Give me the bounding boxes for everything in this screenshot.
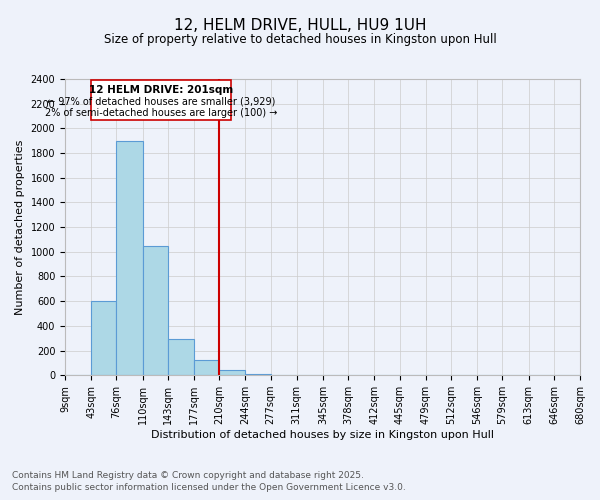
- Bar: [245, 374, 271, 375]
- Y-axis label: Number of detached properties: Number of detached properties: [15, 140, 25, 315]
- Text: Size of property relative to detached houses in Kingston upon Hull: Size of property relative to detached ho…: [104, 32, 496, 46]
- Text: Contains public sector information licensed under the Open Government Licence v3: Contains public sector information licen…: [12, 484, 406, 492]
- Text: Contains HM Land Registry data © Crown copyright and database right 2025.: Contains HM Land Registry data © Crown c…: [12, 471, 364, 480]
- Bar: [194, 360, 219, 375]
- Bar: [219, 370, 245, 375]
- Text: ← 97% of detached houses are smaller (3,929): ← 97% of detached houses are smaller (3,…: [47, 96, 275, 106]
- Text: 12 HELM DRIVE: 201sqm: 12 HELM DRIVE: 201sqm: [89, 85, 233, 95]
- Bar: [91, 301, 116, 375]
- Bar: [168, 340, 194, 375]
- X-axis label: Distribution of detached houses by size in Kingston upon Hull: Distribution of detached houses by size …: [151, 430, 494, 440]
- Bar: [116, 140, 143, 375]
- Text: 12, HELM DRIVE, HULL, HU9 1UH: 12, HELM DRIVE, HULL, HU9 1UH: [174, 18, 426, 32]
- FancyBboxPatch shape: [91, 80, 231, 120]
- Bar: [143, 246, 168, 375]
- Text: 2% of semi-detached houses are larger (100) →: 2% of semi-detached houses are larger (1…: [45, 108, 277, 118]
